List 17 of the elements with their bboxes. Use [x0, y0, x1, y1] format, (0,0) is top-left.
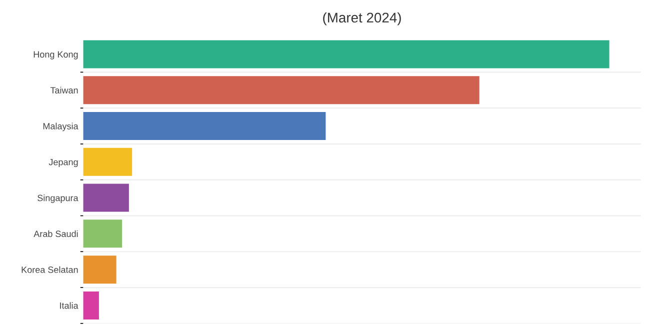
- y-tick-label: Hong Kong: [34, 51, 78, 60]
- bar: [83, 40, 610, 68]
- bar: [83, 112, 326, 140]
- y-tick-label: Singapura: [38, 194, 78, 203]
- bar: [83, 291, 99, 320]
- y-tick-label: Arab Saudi: [34, 230, 78, 238]
- y-tick-label: Malaysia: [43, 122, 78, 132]
- bar: [83, 148, 132, 176]
- bar: [83, 184, 129, 212]
- bar: [83, 220, 122, 248]
- y-tick-label: Italia: [60, 302, 78, 309]
- y-tick-label: Korea Selatan: [22, 266, 78, 273]
- y-tick-label: Jepang: [48, 158, 78, 168]
- bar: [83, 76, 480, 104]
- chart-title: (Maret 2024): [323, 12, 401, 26]
- y-tick-label: Taiwan: [50, 86, 78, 94]
- bar: [83, 256, 116, 284]
